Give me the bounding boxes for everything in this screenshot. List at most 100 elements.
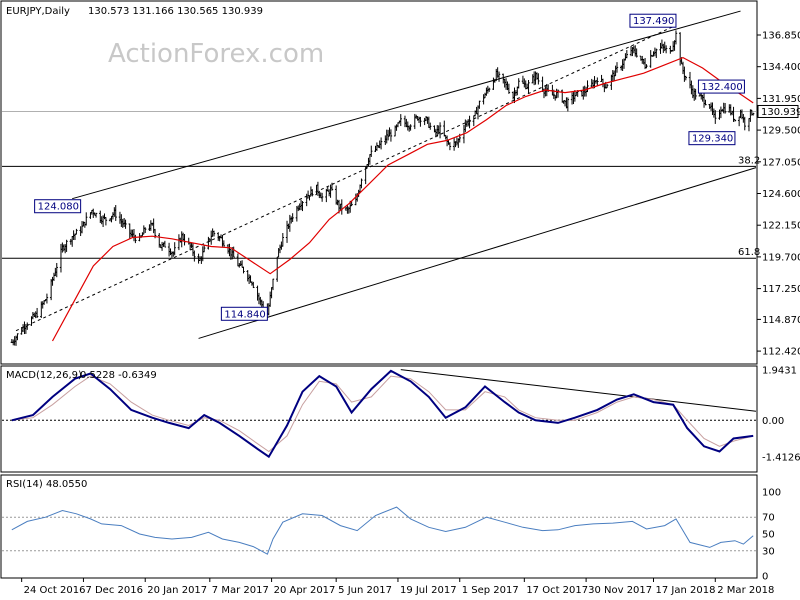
price-bar [409,124,412,131]
price-bar [281,233,285,247]
x-tick-label: 17 Oct 2017 [526,585,588,596]
price-bar [478,100,481,109]
price-bar [664,45,668,54]
price-bar [743,116,746,131]
symbol-title: EURJPY,Daily [6,6,70,17]
x-tick-label: 19 Jul 2017 [400,585,457,596]
macd-signal-line [11,375,754,453]
price-bar [684,75,687,81]
price-bar [85,212,88,226]
price-bar [429,122,432,130]
price-bar [507,83,511,94]
annotation-label: 129.340 [692,134,733,145]
rsi-y-tick-label: 100 [762,488,781,499]
price-bar [497,71,501,82]
price-bar [55,262,58,278]
price-bar [556,89,560,98]
price-bar [301,201,304,212]
annotation-box [629,13,677,28]
price-layer: 38.2 61.8 124.080 114.840 137.490 132.400 129.… [2,10,760,346]
fib-level-label: 38.2 [738,155,760,166]
price-y-tick-label: 134.400 [762,62,800,73]
price-bar [645,64,648,69]
price-bar [124,219,127,229]
x-tick-label: 7 Mar 2017 [212,585,269,596]
annotation-box [697,79,745,94]
current-price-box [757,104,799,118]
rsi-y-tick-label: 70 [762,513,775,524]
price-bar [114,205,117,221]
price-bar [350,201,353,207]
price-bar [704,99,707,106]
price-bar [173,242,176,256]
x-tick-label: 2 Mar 2018 [717,585,774,596]
price-bar [448,142,452,151]
trend-line [198,167,757,339]
price-y-tick-label: 136.850 [762,30,800,41]
annotation-label: 137.490 [633,16,674,27]
sma-line [51,56,754,342]
rsi-panel-frame [0,474,758,579]
price-bar [419,116,422,127]
price-bar [714,110,717,124]
macd-title: MACD(12,26,9) [6,370,82,381]
price-bar [104,217,108,226]
price-annotation: 129.340 [688,131,736,146]
macd-main-line [11,369,754,459]
price-bar [202,245,206,253]
price-bar [65,239,68,252]
trend-line [72,10,741,200]
price-annotation: 137.490 [629,13,677,28]
price-bar [232,246,235,258]
price-bar [399,114,402,127]
price-bar [212,230,216,237]
price-y-tick-label: 131.950 [762,94,800,105]
x-tick-label: 5 Jun 2017 [338,585,392,596]
price-bar [320,192,324,202]
price-bar [291,213,294,222]
price-y-tick-label: 112.420 [762,347,800,358]
x-tick-label: 17 Jan 2018 [656,585,716,596]
macd-y-tick-label: 1.9431 [762,365,797,376]
price-bar [193,250,196,262]
price-bar [330,182,334,191]
price-annotation: 132.400 [697,79,745,94]
price-annotation: 124.080 [34,199,82,214]
macd-layer [2,369,757,459]
macd-trend-line [400,369,757,412]
price-bar [527,79,530,94]
macd-y-tick-label: -1.4126 [762,453,800,464]
price-y-tick-label: 124.600 [762,189,800,200]
price-bar [45,293,49,304]
price-bar [586,80,589,93]
annotation-label: 132.400 [701,82,742,93]
price-bar [605,84,609,89]
watermark: ActionForex.com [108,39,324,69]
annotation-label: 124.080 [38,202,79,213]
price-panel-frame [0,0,758,365]
price-bar [733,118,737,122]
price-bar [488,87,491,92]
price-bar [468,115,471,129]
price-bar [252,281,255,289]
price-bar [222,240,226,247]
macd-panel-frame [0,365,758,473]
price-bar [566,97,570,112]
price-bar [311,189,314,197]
x-tick-label: 20 Apr 2017 [274,585,336,596]
price-bar [94,212,98,218]
price-bar [370,145,373,157]
price-y-tick-label: 129.500 [762,126,800,137]
rsi-y-tick-label: 50 [762,530,775,541]
axis-layer: 136.850 134.400 131.950 129.500 127.050 124.6… [21,30,800,596]
rsi-layer [2,506,756,555]
rsi-title: RSI(14) 48.0550 [6,479,87,490]
trend-line [15,24,677,332]
annotation-box [688,131,736,146]
price-bar [75,228,78,235]
x-tick-label: 24 Oct 2016 [24,585,86,596]
x-tick-label: 1 Sep 2017 [462,585,519,596]
price-bar [655,48,658,59]
price-y-tick-label: 127.050 [762,157,800,168]
